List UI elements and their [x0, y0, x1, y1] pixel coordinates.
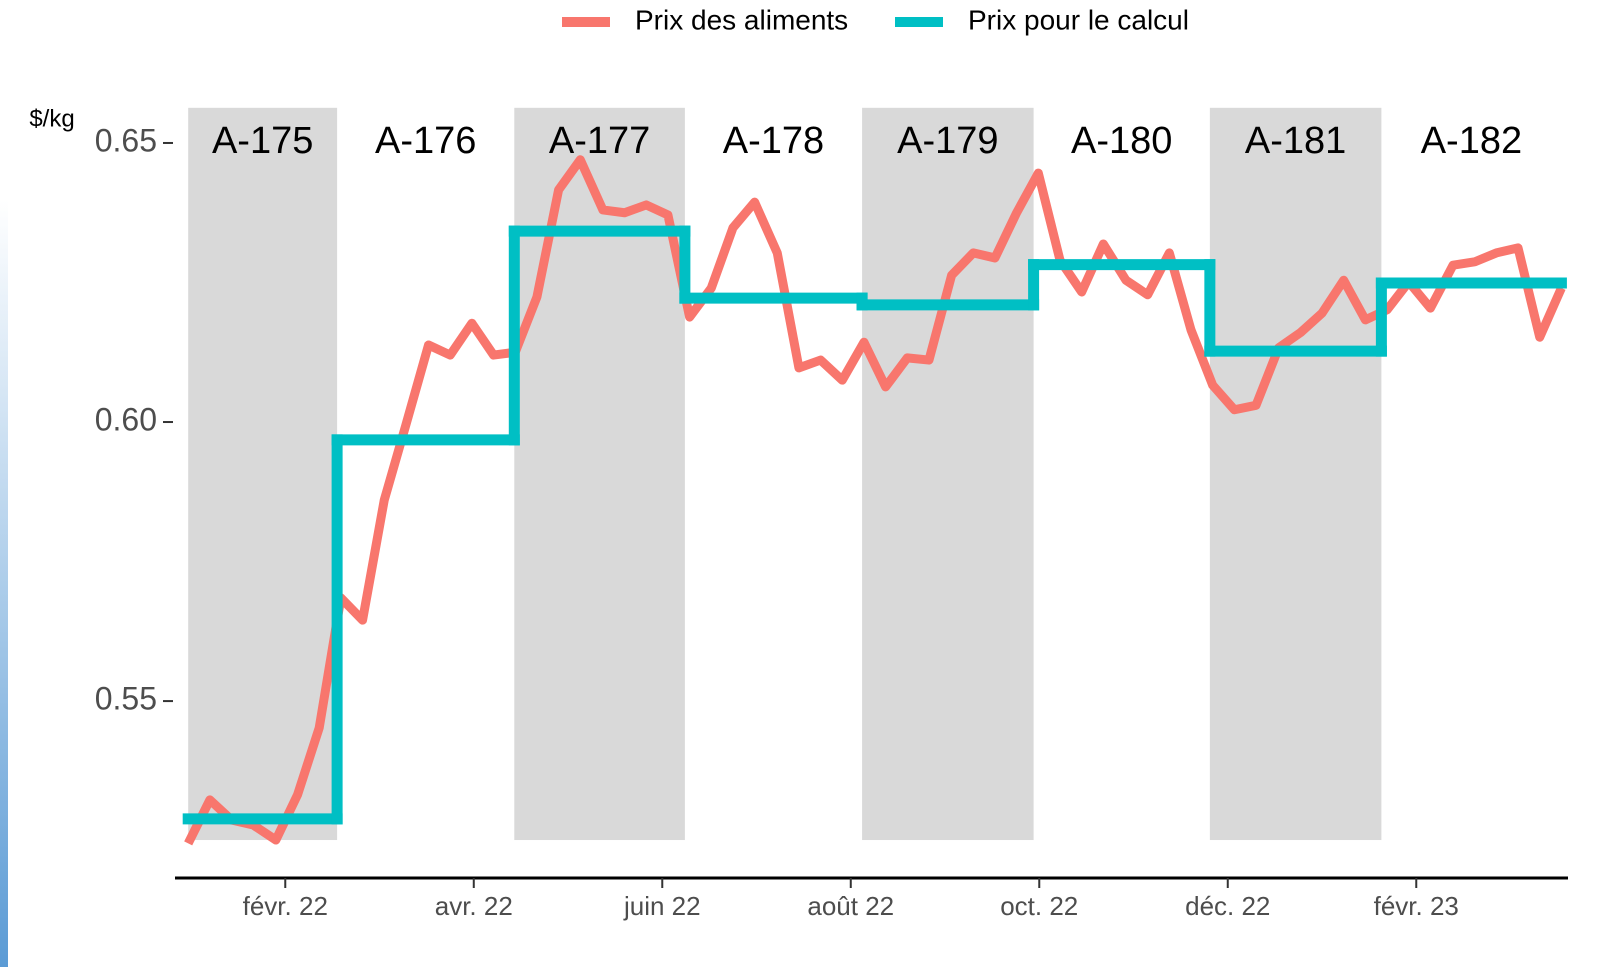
period-label: A-180 [1071, 120, 1172, 162]
x-tick-label: août 22 [807, 891, 894, 921]
legend-label: Prix pour le calcul [968, 4, 1189, 35]
x-tick-label: juin 22 [623, 891, 701, 921]
period-band [1209, 107, 1382, 841]
period-band [514, 107, 685, 841]
window-edge [0, 200, 8, 967]
y-tick-label: 0.60 [95, 401, 157, 437]
period-label: A-181 [1245, 120, 1346, 162]
period-label: A-177 [549, 120, 650, 162]
y-axis-label: $/kg [29, 105, 74, 132]
period-band [862, 107, 1034, 841]
legend-label: Prix des aliments [635, 4, 848, 35]
x-tick-label: déc. 22 [1185, 891, 1270, 921]
series-line [184, 155, 1566, 846]
period-label: A-179 [897, 120, 998, 162]
x-tick-label: févr. 23 [1374, 891, 1459, 921]
x-tick-label: avr. 22 [435, 891, 513, 921]
y-tick-label: 0.65 [95, 122, 157, 158]
period-label: A-182 [1421, 120, 1522, 162]
period-label: A-176 [375, 120, 476, 162]
period-label: A-178 [723, 120, 824, 162]
x-tick-label: oct. 22 [1000, 891, 1078, 921]
period-band [188, 107, 338, 841]
period-label: A-175 [212, 120, 313, 162]
x-tick-label: févr. 22 [243, 891, 328, 921]
y-tick-label: 0.55 [95, 681, 157, 717]
